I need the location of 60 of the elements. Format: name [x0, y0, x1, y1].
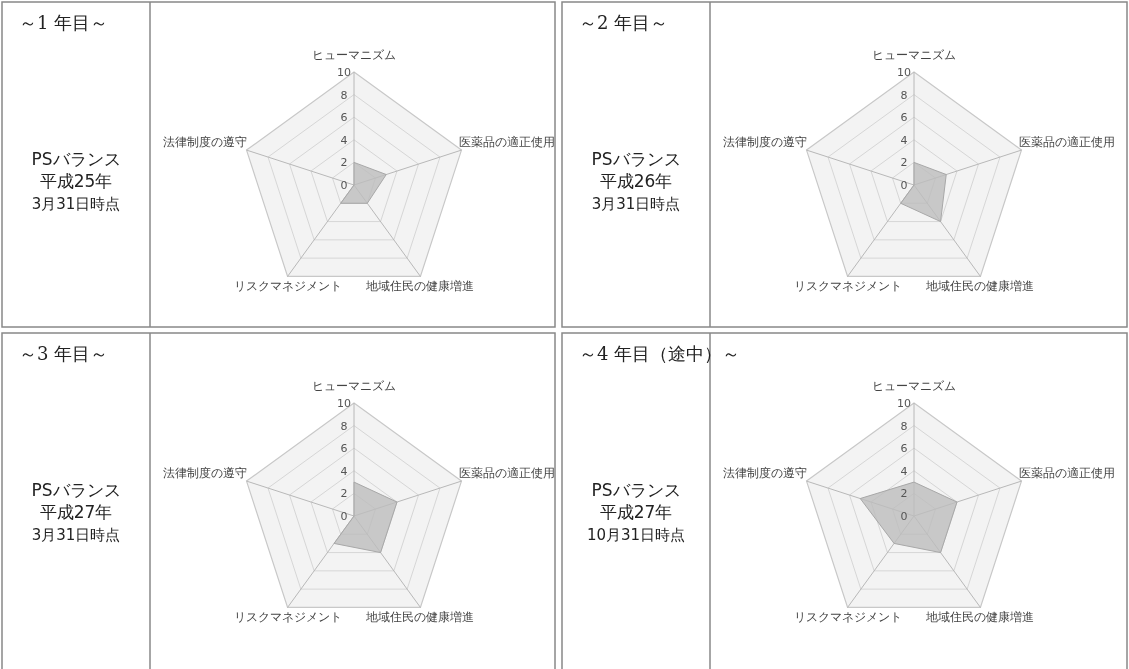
- chart-title: ～3 年目～: [19, 343, 109, 364]
- y-tick-label: 2: [900, 487, 908, 501]
- spoke-label: ヒューマニズム: [312, 48, 396, 62]
- y-tick-label: 2: [340, 487, 348, 501]
- text: 平成25年: [39, 171, 113, 191]
- text: 3月31日時点: [31, 195, 121, 213]
- spoke-label: リスクマネジメント: [793, 279, 902, 294]
- text: PSバランス: [31, 149, 121, 169]
- spoke-label: リスクマネジメント: [233, 279, 342, 294]
- y-tick-label: 6: [900, 442, 908, 456]
- y-tick-label: 0: [900, 510, 908, 523]
- spoke-label: 地域住民の健康増進: [365, 610, 475, 625]
- spoke-label: 地域住民の健康増進: [365, 279, 475, 294]
- spoke-label: ヒューマニズム: [312, 379, 396, 393]
- chart-title: ～2 年目～: [579, 12, 669, 33]
- y-tick-label: 6: [340, 442, 348, 456]
- text: PSバランス: [591, 480, 681, 500]
- y-tick-label: 10: [897, 66, 911, 79]
- spoke-label: リスクマネジメント: [793, 610, 902, 625]
- spoke-label: ヒューマニズム: [872, 379, 956, 393]
- chart-title: ～1 年目～: [19, 12, 109, 33]
- y-tick-label: 0: [340, 510, 348, 523]
- chart-title: ～4 年目（途中）～: [579, 343, 741, 364]
- y-tick-label: 8: [900, 419, 908, 433]
- text: 3月31日時点: [31, 526, 121, 544]
- y-tick-label: 8: [340, 88, 348, 102]
- spoke-label: 法律制度の遵守: [722, 135, 807, 150]
- spoke-label: 法律制度の遵守: [162, 466, 247, 481]
- text: PSバランス: [31, 480, 121, 500]
- y-tick-label: 4: [900, 464, 908, 478]
- spoke-label: 医薬品の適正使用: [459, 135, 556, 150]
- y-tick-label: 6: [340, 111, 348, 125]
- y-tick-label: 10: [897, 397, 911, 410]
- text: PSバランス: [591, 149, 681, 169]
- text: 平成26年: [599, 171, 673, 191]
- y-tick-label: 4: [900, 133, 908, 147]
- y-tick-label: 10: [337, 66, 351, 79]
- text: 10月31日時点: [586, 526, 686, 544]
- y-tick-label: 4: [340, 464, 348, 478]
- y-tick-label: 2: [900, 156, 908, 170]
- spoke-label: 医薬品の適正使用: [1019, 135, 1116, 150]
- y-tick-label: 0: [340, 179, 348, 192]
- y-tick-label: 2: [340, 156, 348, 170]
- spoke-label: リスクマネジメント: [233, 610, 342, 625]
- spoke-label: 地域住民の健康増進: [925, 279, 1035, 294]
- y-tick-label: 8: [900, 88, 908, 102]
- spoke-label: 医薬品の適正使用: [1019, 466, 1116, 481]
- text: 3月31日時点: [591, 195, 681, 213]
- y-tick-label: 10: [337, 397, 351, 410]
- y-tick-label: 6: [900, 111, 908, 125]
- spoke-label: 法律制度の遵守: [722, 466, 807, 481]
- y-tick-label: 8: [340, 419, 348, 433]
- spoke-label: ヒューマニズム: [872, 48, 956, 62]
- text: 平成27年: [599, 502, 673, 522]
- spoke-label: 法律制度の遵守: [162, 135, 247, 150]
- spoke-label: 地域住民の健康増進: [925, 610, 1035, 625]
- y-tick-label: 4: [340, 133, 348, 147]
- spoke-label: 医薬品の適正使用: [459, 466, 556, 481]
- text: 平成27年: [39, 502, 113, 522]
- y-tick-label: 0: [900, 179, 908, 192]
